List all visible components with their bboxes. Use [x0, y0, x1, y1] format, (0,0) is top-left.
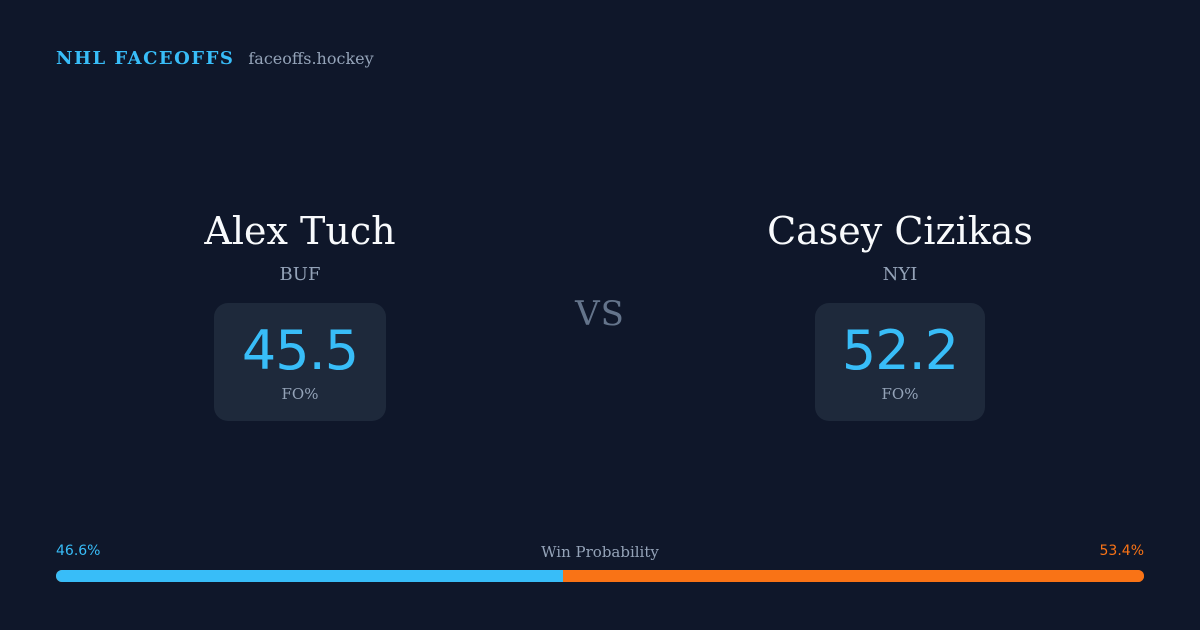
player-card-right: Casey Cizikas NYI 52.2 FO% [690, 205, 1110, 421]
win-probability-labels: 46.6% Win Probability 53.4% [56, 543, 1144, 563]
stat-label-left: FO% [281, 385, 319, 403]
brand-site: faceoffs.hockey [248, 49, 374, 68]
player-team-right: NYI [882, 264, 918, 285]
stat-box-left: 45.5 FO% [214, 303, 386, 421]
player-name-left: Alex Tuch [204, 209, 396, 253]
win-probability-right-value: 53.4% [1099, 543, 1144, 559]
player-name-right: Casey Cizikas [767, 209, 1033, 253]
versus-label: VS [575, 294, 625, 334]
stat-value-right: 52.2 [841, 319, 959, 382]
stat-box-right: 52.2 FO% [815, 303, 985, 421]
win-probability-bar [56, 570, 1144, 582]
brand-name: NHL FACEOFFS [56, 48, 235, 69]
win-probability-left-value: 46.6% [56, 543, 101, 559]
win-probability-fill-right [563, 570, 1144, 582]
player-team-left: BUF [279, 264, 321, 285]
win-probability-title: Win Probability [541, 543, 659, 561]
brand-header: NHL FACEOFFS faceoffs.hockey [56, 48, 374, 69]
win-probability-fill-left [56, 570, 563, 582]
player-card-left: Alex Tuch BUF 45.5 FO% [90, 205, 510, 421]
stat-label-right: FO% [881, 385, 919, 403]
stat-value-left: 45.5 [241, 319, 359, 382]
